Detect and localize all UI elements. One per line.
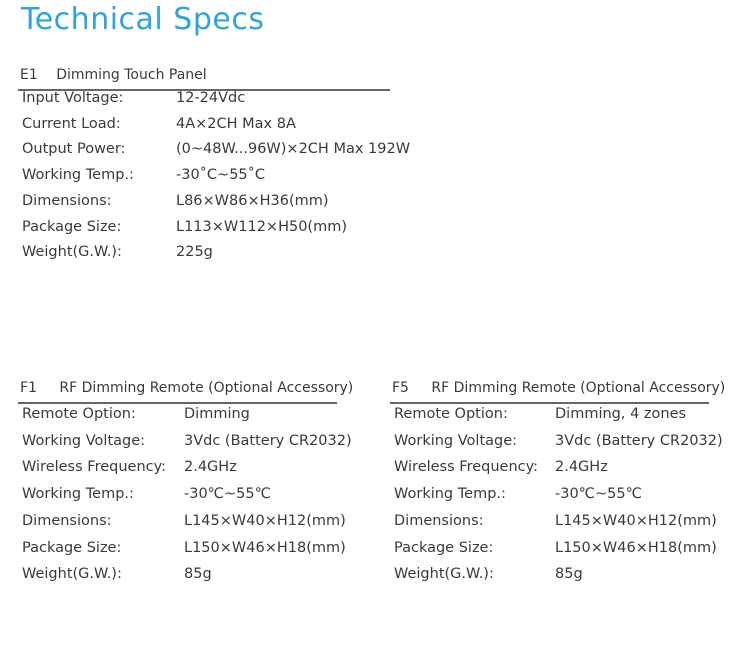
spec-value: L86×W86×H36(mm) <box>176 192 329 209</box>
spec-value: 85g <box>184 566 212 583</box>
spec-value: 225g <box>176 244 213 261</box>
spec-label: Package Size: <box>22 539 122 556</box>
spec-value: -30˚C~55˚C <box>176 167 266 184</box>
spec-value: L150×W46×H18(mm) <box>555 539 717 556</box>
spec-label: Remote Option: <box>394 406 508 422</box>
spec-value: -30℃~55℃ <box>555 486 642 503</box>
spec-value: 12-24Vdc <box>176 90 246 106</box>
spec-label: Working Temp.: <box>394 486 506 503</box>
section-header: F5 RF Dimming Remote (Optional Accessory… <box>390 378 725 404</box>
spec-label: Dimensions: <box>394 512 484 529</box>
section-header: F1 RF Dimming Remote (Optional Accessory… <box>18 378 353 404</box>
section-code: E1 <box>20 67 38 83</box>
spec-value: 85g <box>555 566 583 583</box>
spec-section-f1: F1 RF Dimming Remote (Optional Accessory… <box>18 378 353 582</box>
spec-label: Current Load: <box>22 115 121 132</box>
spec-value: 4A×2CH Max 8A <box>176 115 296 132</box>
section-title: RF Dimming Remote (Optional Accessory) <box>431 380 726 396</box>
spec-value: L113×W112×H50(mm) <box>176 218 347 235</box>
page-title: Technical Specs <box>21 2 265 37</box>
spec-value: 2.4GHz <box>555 459 608 476</box>
spec-label: Wireless Frequency: <box>394 459 539 476</box>
spec-value: Dimming, 4 zones <box>555 406 687 422</box>
spec-value: Dimming <box>184 406 250 422</box>
spec-label: Dimensions: <box>22 512 112 529</box>
section-code: F1 <box>20 380 37 396</box>
section-title: Dimming Touch Panel <box>56 67 207 83</box>
spec-value: 3Vdc (Battery CR2032) <box>555 432 723 449</box>
spec-value: 3Vdc (Battery CR2032) <box>184 432 352 449</box>
spec-label: Working Voltage: <box>394 432 518 449</box>
spec-value: L145×W40×H12(mm) <box>555 512 717 529</box>
spec-label: Wireless Frequency: <box>22 459 167 476</box>
spec-value: L145×W40×H12(mm) <box>184 512 346 529</box>
spec-label: Weight(G.W.): <box>394 566 494 583</box>
spec-label: Package Size: <box>22 218 122 235</box>
section-code: F5 <box>392 380 409 396</box>
spec-label: Remote Option: <box>22 406 136 422</box>
spec-label: Dimensions: <box>22 192 112 209</box>
spec-label: Working Temp.: <box>22 486 134 503</box>
spec-value: -30℃~55℃ <box>184 486 271 503</box>
spec-label: Package Size: <box>394 539 494 556</box>
spec-label: Weight(G.W.): <box>22 244 122 261</box>
spec-label: Output Power: <box>22 141 126 158</box>
spec-value: (0~48W...96W)×2CH Max 192W <box>176 141 411 158</box>
spec-value: L150×W46×H18(mm) <box>184 539 346 556</box>
spec-section-e1: E1 Dimming Touch Panel Input Voltage: 12-… <box>18 65 410 260</box>
spec-value: 2.4GHz <box>184 459 237 476</box>
section-header: E1 Dimming Touch Panel <box>18 65 390 91</box>
spec-label: Input Voltage: <box>22 90 124 106</box>
spec-label: Working Voltage: <box>22 432 146 449</box>
spec-label: Weight(G.W.): <box>22 566 122 583</box>
spec-label: Working Temp.: <box>22 167 134 184</box>
section-title: RF Dimming Remote (Optional Accessory) <box>59 380 354 396</box>
spec-section-f5: F5 RF Dimming Remote (Optional Accessory… <box>390 378 725 582</box>
